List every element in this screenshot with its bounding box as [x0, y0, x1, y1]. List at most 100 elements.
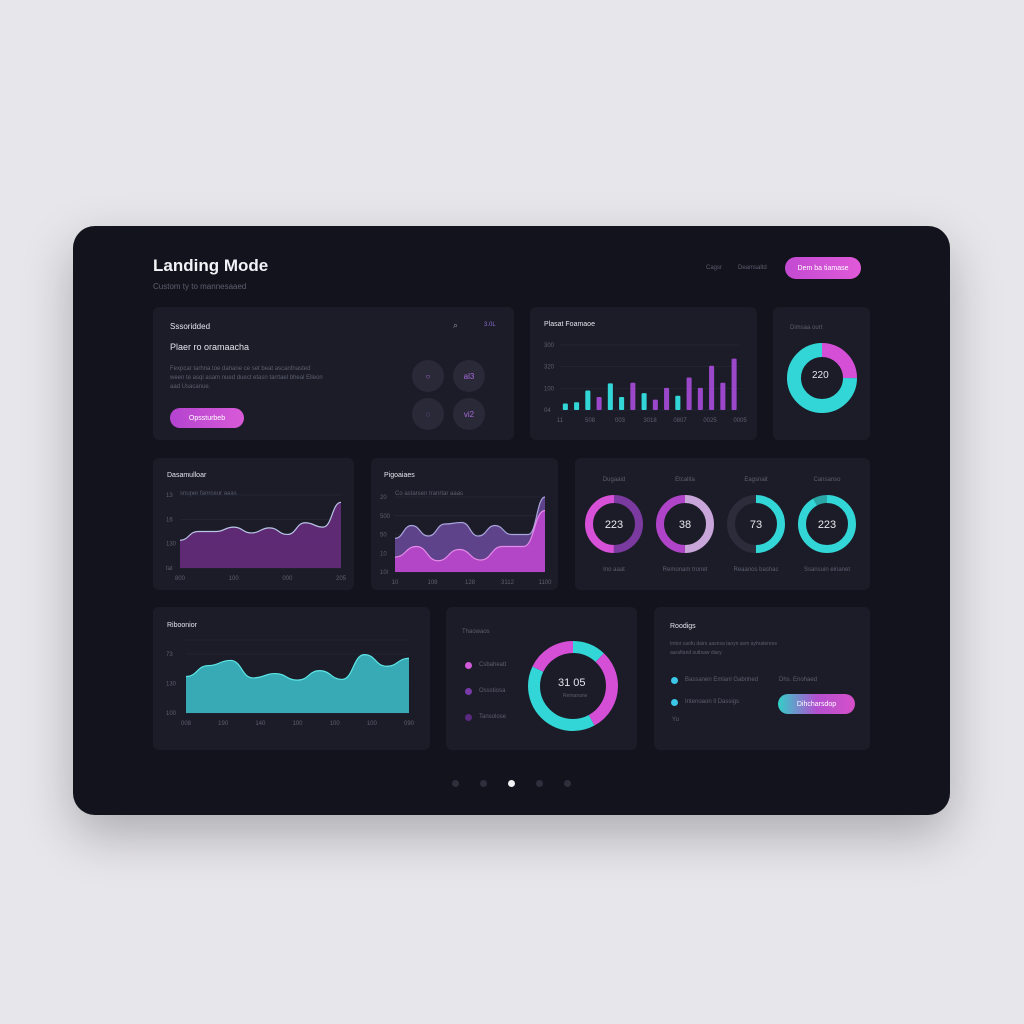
bar	[720, 382, 726, 410]
legend-dot	[465, 688, 472, 695]
toggle-1[interactable]	[671, 677, 678, 684]
donut-value: 223	[818, 519, 836, 531]
area-chart-3-title: Riboonior	[167, 622, 197, 629]
y-tick-label: 04	[544, 408, 551, 414]
x-tick-label: 000	[282, 576, 293, 582]
y-tick-label: 20	[380, 495, 387, 501]
donut-2-title: Thaowaos	[462, 629, 490, 635]
x-tick-label: 1100	[539, 580, 553, 586]
page-dot[interactable]	[536, 780, 543, 787]
header-cta-button[interactable]: Dem ba tiamase	[785, 257, 861, 279]
donut-segment	[528, 641, 618, 731]
page-dot[interactable]	[480, 780, 487, 787]
donut-segment	[528, 641, 618, 731]
donut-label: Ssansuin einanet	[804, 567, 850, 573]
settings-status: Dhs. Enohaed	[779, 677, 818, 683]
x-tick-label: 100	[292, 721, 303, 727]
intro-body-2: ween te asql asam nued duect etasn tarrt…	[170, 375, 323, 381]
donut-center-value: 220	[812, 370, 829, 381]
circle-icon[interactable]: ○	[412, 360, 444, 392]
donut-segment	[727, 495, 785, 553]
bar	[731, 358, 737, 410]
x-tick-label: 190	[218, 721, 229, 727]
x-tick-label: 508	[585, 418, 596, 424]
y-tick-label: 13	[166, 493, 173, 499]
y-tick-label: 16	[166, 517, 173, 523]
x-tick-label: 10	[392, 580, 399, 586]
donut-title: Dugaaid	[603, 477, 625, 483]
legend-label: Ossstiosa	[479, 688, 506, 694]
bar	[652, 399, 658, 410]
x-tick-label: 0807	[673, 418, 687, 424]
series-line	[185, 653, 410, 681]
y-tick-label: 73	[166, 652, 173, 658]
y-tick-label: 10	[380, 551, 387, 557]
series-area	[180, 502, 341, 568]
bar	[585, 390, 591, 410]
action-button-1[interactable]: al3	[453, 360, 485, 392]
donut-label: Reaanos bashac	[733, 567, 778, 573]
series-line	[179, 501, 342, 541]
x-tick-label: 140	[255, 721, 266, 727]
x-tick-label: 3018	[643, 418, 657, 424]
y-tick-label: 130	[166, 542, 177, 548]
bar	[630, 382, 636, 410]
donut-group: 223 Dugaaid Ino aaat 38 Etcalita Remonam tron…	[585, 477, 856, 573]
settings-button[interactable]: Dihcharsdop	[778, 694, 855, 714]
bar	[607, 383, 613, 410]
intro-body-1: Fexpcar tarhna toe dahane ce set beat as…	[170, 366, 311, 372]
donut-title: Dimsaa ourt	[790, 325, 823, 331]
legend-label: Csbaheatt	[479, 662, 507, 668]
legend-label: Tansolose	[479, 714, 507, 720]
series-1-line	[394, 496, 546, 539]
y-tick-label: 100	[166, 711, 177, 717]
bar	[664, 387, 670, 410]
settings-extra: Yu	[672, 717, 680, 723]
intro-button[interactable]: Opssturbeb	[170, 408, 244, 428]
donut-2-center-value: 31 05	[558, 677, 586, 689]
donut-chart	[787, 343, 857, 413]
settings-card	[654, 607, 870, 750]
x-tick-label: 800	[175, 576, 186, 582]
bar	[709, 365, 715, 410]
search-icon[interactable]: ⌕	[453, 320, 459, 330]
x-tick-label: 100	[229, 576, 240, 582]
page-dot[interactable]	[508, 780, 515, 787]
toggle-2[interactable]	[671, 699, 678, 706]
y-tick-label: 320	[544, 365, 555, 371]
area-chart-2-legend: Co astarsen tranrtar aaas	[395, 491, 464, 497]
bar-chart: 04 100 320 300 11 508 003 3018 0807 0025 0005	[544, 343, 747, 424]
x-tick-label: 128	[465, 580, 476, 586]
page-dot[interactable]	[564, 780, 571, 787]
action-button-2[interactable]: vi2	[453, 398, 485, 430]
area-chart-3: 100 130 73 008 190 140 100 100 100 090	[166, 639, 415, 727]
y-tick-label: 50	[380, 533, 387, 539]
bar	[562, 403, 568, 410]
bar	[596, 397, 602, 410]
bar	[686, 377, 692, 410]
donut-segment	[528, 641, 618, 731]
chat-icon[interactable]: ◌	[412, 398, 444, 430]
intro-heading: Plaer ro oramaacha	[170, 342, 250, 352]
donut-chart-2	[528, 641, 618, 731]
x-tick-label: 008	[181, 721, 192, 727]
x-tick-label: 003	[615, 418, 626, 424]
card-value-label[interactable]: 3.0L	[484, 322, 496, 328]
nav-link-1[interactable]: Cagsr	[706, 265, 723, 271]
donut-label: Remonam tronet	[663, 567, 708, 573]
donut-segment	[787, 343, 857, 413]
donut-segment	[798, 495, 856, 553]
bar	[574, 402, 580, 410]
page-dot[interactable]	[452, 780, 459, 787]
donut-title: Cansanso	[813, 477, 841, 483]
area-chart-2: 10l 10 50 500 20 10 108 128 3112 1100	[380, 495, 552, 586]
area-chart-1: tat 130 16 13 800 100 000 205	[166, 493, 347, 582]
settings-item-1: Bassanen Emlanl Gabnhed	[685, 677, 759, 683]
nav-link-2[interactable]: Deamsaltd	[738, 265, 767, 271]
x-tick-label: 108	[427, 580, 438, 586]
x-tick-label: 100	[367, 721, 378, 727]
area-chart-2-title: Pigoaiaes	[384, 472, 415, 479]
y-tick-label: 130	[166, 682, 177, 688]
x-tick-label: 100	[330, 721, 341, 727]
x-tick-label: 0005	[733, 418, 747, 424]
